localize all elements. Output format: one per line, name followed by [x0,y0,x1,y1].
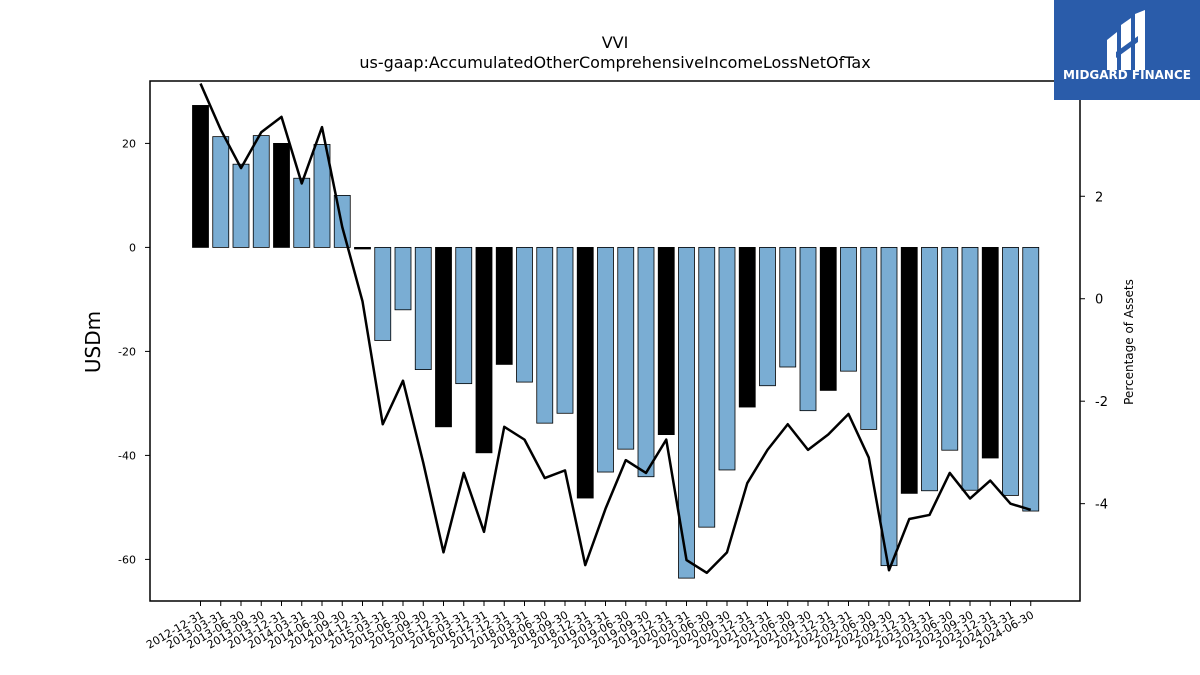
bar-2021-06-30 [779,246,797,368]
bar-2021-03-31 [759,246,776,387]
bar-2020-09-30 [718,246,736,471]
bar-2019-03-31 [597,246,614,473]
bar-2024-06-30 [1022,246,1040,512]
bar-2015-06-30 [394,246,412,311]
bar-2015-09-30 [414,246,432,370]
chart-title: VVI [602,33,629,52]
bar-2014-12-31 [354,246,371,250]
bar-2023-09-30 [961,246,979,491]
bar-2012-12-31 [192,105,209,248]
logo-text: MIDGARD FINANCE [1063,68,1191,82]
y-axis-label: USDm [81,311,105,373]
percentage-of-assets-line [199,83,1032,575]
logo: MIDGARD FINANCE [1054,0,1200,100]
bar-2021-12-31 [819,246,837,391]
bar-2019-06-30 [617,246,635,450]
y2-tick-label: 2 [1095,190,1103,205]
bar-2020-06-30 [698,246,716,528]
bar-2015-12-31 [435,246,452,428]
bar-2022-03-31 [840,246,857,372]
bar-2023-12-31 [981,246,999,459]
bar-2018-06-30 [536,246,554,424]
bar-2019-09-30 [637,246,655,478]
bar-2015-03-31 [374,246,392,341]
bar-2014-03-31 [293,177,311,248]
bar-2023-06-30 [941,246,959,451]
y2-tick-label: -2 [1095,395,1108,410]
y-tick-label: -60 [118,553,136,566]
bar-2023-03-31 [921,246,938,492]
y-tick-label: -40 [118,449,136,462]
bar-2016-03-31 [455,246,473,385]
bar-2020-03-31 [678,246,695,579]
midgard-logo-icon [1107,10,1145,70]
bar-2018-09-30 [556,246,574,414]
y2-tick-label: -4 [1095,498,1108,513]
bar-2020-12-31 [738,246,756,408]
bar-2013-03-31 [212,136,230,248]
bar-2018-03-31 [516,246,533,383]
chart-subtitle: us-gaap:AccumulatedOtherComprehensiveInc… [359,53,870,72]
plot-area: -60-40-20020-4-20242012-12-312013-03-312… [118,80,1108,652]
bar-2022-09-30 [880,246,898,567]
bar-2016-12-31 [475,246,493,454]
y-tick-label: -20 [118,345,136,358]
bar-2013-12-31 [273,142,290,248]
bar-2024-03-31 [1002,246,1019,496]
bar-2019-12-31 [657,246,675,435]
bar-2013-06-30 [232,163,250,248]
bar-2017-12-31 [495,246,513,365]
y2-tick-label: 0 [1095,293,1103,308]
bar-2022-12-31 [900,246,918,494]
bar-2022-06-30 [860,246,878,430]
bar-2018-12-31 [576,246,594,499]
y-tick-label: 20 [122,137,136,150]
bar-2014-06-30 [313,144,331,248]
y-tick-label: 0 [129,241,136,254]
y2-axis-label: Percentage of Assets [1122,279,1136,405]
bar-2021-09-30 [799,246,817,412]
bar-2013-09-30 [252,135,270,248]
plot-frame [149,80,1081,602]
